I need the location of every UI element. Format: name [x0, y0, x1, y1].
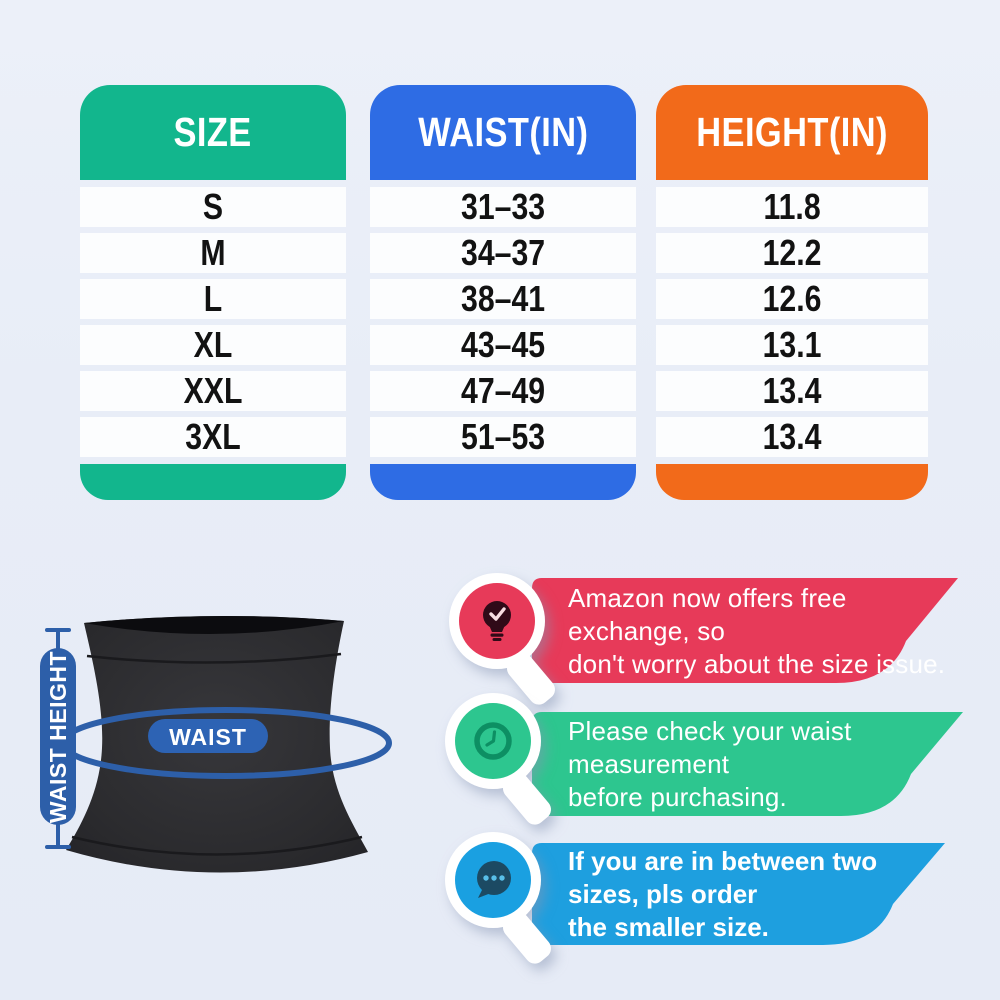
badge-handle — [503, 912, 551, 964]
cell-size-m: M — [200, 232, 226, 273]
table-cell: L — [80, 278, 346, 319]
table-cell: 34–37 — [370, 232, 636, 273]
size-table: SIZE S M L XL XXL 3XL WAIST(IN) 31–33 34… — [80, 85, 928, 500]
column-header-height-label: HEIGHT(IN) — [696, 109, 888, 155]
callout-line: don't worry about the size issue. — [568, 648, 946, 679]
waist-height-pill: WAIST HEIGHT — [40, 648, 76, 825]
trainer-top-seam — [86, 652, 342, 664]
cell-waist-l: 38–41 — [460, 278, 546, 319]
column-footer-height — [656, 464, 928, 500]
cell-height-3xl: 13.4 — [762, 416, 822, 457]
banner-shape — [532, 843, 945, 945]
column-footer-size — [80, 464, 346, 500]
callout-line: before purchasing. — [568, 781, 787, 812]
table-cell: 12.2 — [656, 232, 928, 273]
callout-badge-between-sizes — [445, 832, 551, 964]
clock-icon — [474, 722, 512, 760]
table-cell: 13.4 — [656, 370, 928, 411]
cell-waist-xxl: 47–49 — [460, 370, 546, 411]
column-header-height: HEIGHT(IN) — [656, 85, 928, 180]
callout-line: Please check your waist measurement — [568, 715, 852, 779]
lightbulb-check-icon — [483, 601, 511, 641]
badge-handle — [503, 773, 551, 825]
column-header-waist: WAIST(IN) — [370, 85, 636, 180]
callout-badge-measure — [445, 693, 551, 825]
cell-waist-xl: 43–45 — [460, 324, 546, 365]
table-cell: 13.4 — [656, 416, 928, 457]
cell-size-xl: XL — [193, 324, 233, 365]
cell-size-3xl: 3XL — [185, 416, 241, 457]
banner-shape — [532, 712, 963, 816]
measure-line-top — [56, 632, 60, 650]
table-cell: XL — [80, 324, 346, 365]
table-cell: 43–45 — [370, 324, 636, 365]
table-cell: 38–41 — [370, 278, 636, 319]
callout-line: Amazon now offers free exchange, so — [568, 582, 847, 646]
table-cell: 51–53 — [370, 416, 636, 457]
cell-size-xxl: XXL — [183, 370, 243, 411]
cell-height-xl: 13.1 — [762, 324, 822, 365]
waist-label: WAIST — [169, 724, 247, 750]
chat-dots-icon — [477, 861, 511, 898]
column-header-waist-label: WAIST(IN) — [417, 109, 589, 155]
cell-height-s: 11.8 — [763, 186, 821, 227]
callout-text-between-sizes: If you are in between two sizes, pls ord… — [568, 846, 940, 942]
callout-banner-exchange — [532, 578, 958, 683]
callout-banner-measure — [532, 712, 963, 816]
table-cell: 31–33 — [370, 186, 636, 227]
size-table-column-waist: WAIST(IN) 31–33 34–37 38–41 43–45 47–49 … — [370, 85, 636, 500]
column-footer-waist — [370, 464, 636, 500]
callout-line: the smaller size. — [568, 911, 769, 942]
callout-banner-between-sizes — [532, 843, 945, 945]
cell-size-l: L — [203, 278, 223, 319]
callout-badge-exchange — [449, 573, 555, 705]
cell-waist-3xl: 51–53 — [460, 416, 546, 457]
callout-line: If you are in between two sizes, pls ord… — [568, 845, 878, 909]
badge-handle — [507, 653, 555, 705]
trainer-bottom-seam — [71, 835, 363, 856]
column-header-size: SIZE — [80, 85, 346, 180]
table-cell: M — [80, 232, 346, 273]
callout-text-exchange: Amazon now offers free exchange, so don'… — [568, 583, 950, 679]
cell-waist-m: 34–37 — [460, 232, 546, 273]
table-cell: XXL — [80, 370, 346, 411]
table-cell: 47–49 — [370, 370, 636, 411]
size-table-column-height: HEIGHT(IN) 11.8 12.2 12.6 13.1 13.4 13.4 — [656, 85, 928, 500]
measure-line-bottom — [56, 823, 60, 847]
cell-size-s: S — [202, 186, 224, 227]
table-cell: 11.8 — [656, 186, 928, 227]
table-cell: 13.1 — [656, 324, 928, 365]
cell-height-m: 12.2 — [762, 232, 822, 273]
size-table-column-size: SIZE S M L XL XXL 3XL — [80, 85, 346, 500]
column-header-size-label: SIZE — [173, 109, 253, 155]
banner-shape — [532, 578, 958, 683]
cell-height-l: 12.6 — [762, 278, 822, 319]
waist-trainer-graphic: WAIST — [60, 615, 392, 873]
waist-trainer-opening — [84, 615, 344, 635]
cell-waist-s: 31–33 — [460, 186, 546, 227]
waist-label-pill — [148, 719, 268, 753]
measure-cap-top — [45, 628, 71, 632]
waist-height-label: WAIST HEIGHT — [45, 650, 71, 824]
cell-height-xxl: 13.4 — [762, 370, 822, 411]
table-cell: 3XL — [80, 416, 346, 457]
callout-text-measure: Please check your waist measurement befo… — [568, 716, 950, 812]
table-cell: 12.6 — [656, 278, 928, 319]
table-cell: S — [80, 186, 346, 227]
measure-cap-bottom — [45, 845, 71, 849]
